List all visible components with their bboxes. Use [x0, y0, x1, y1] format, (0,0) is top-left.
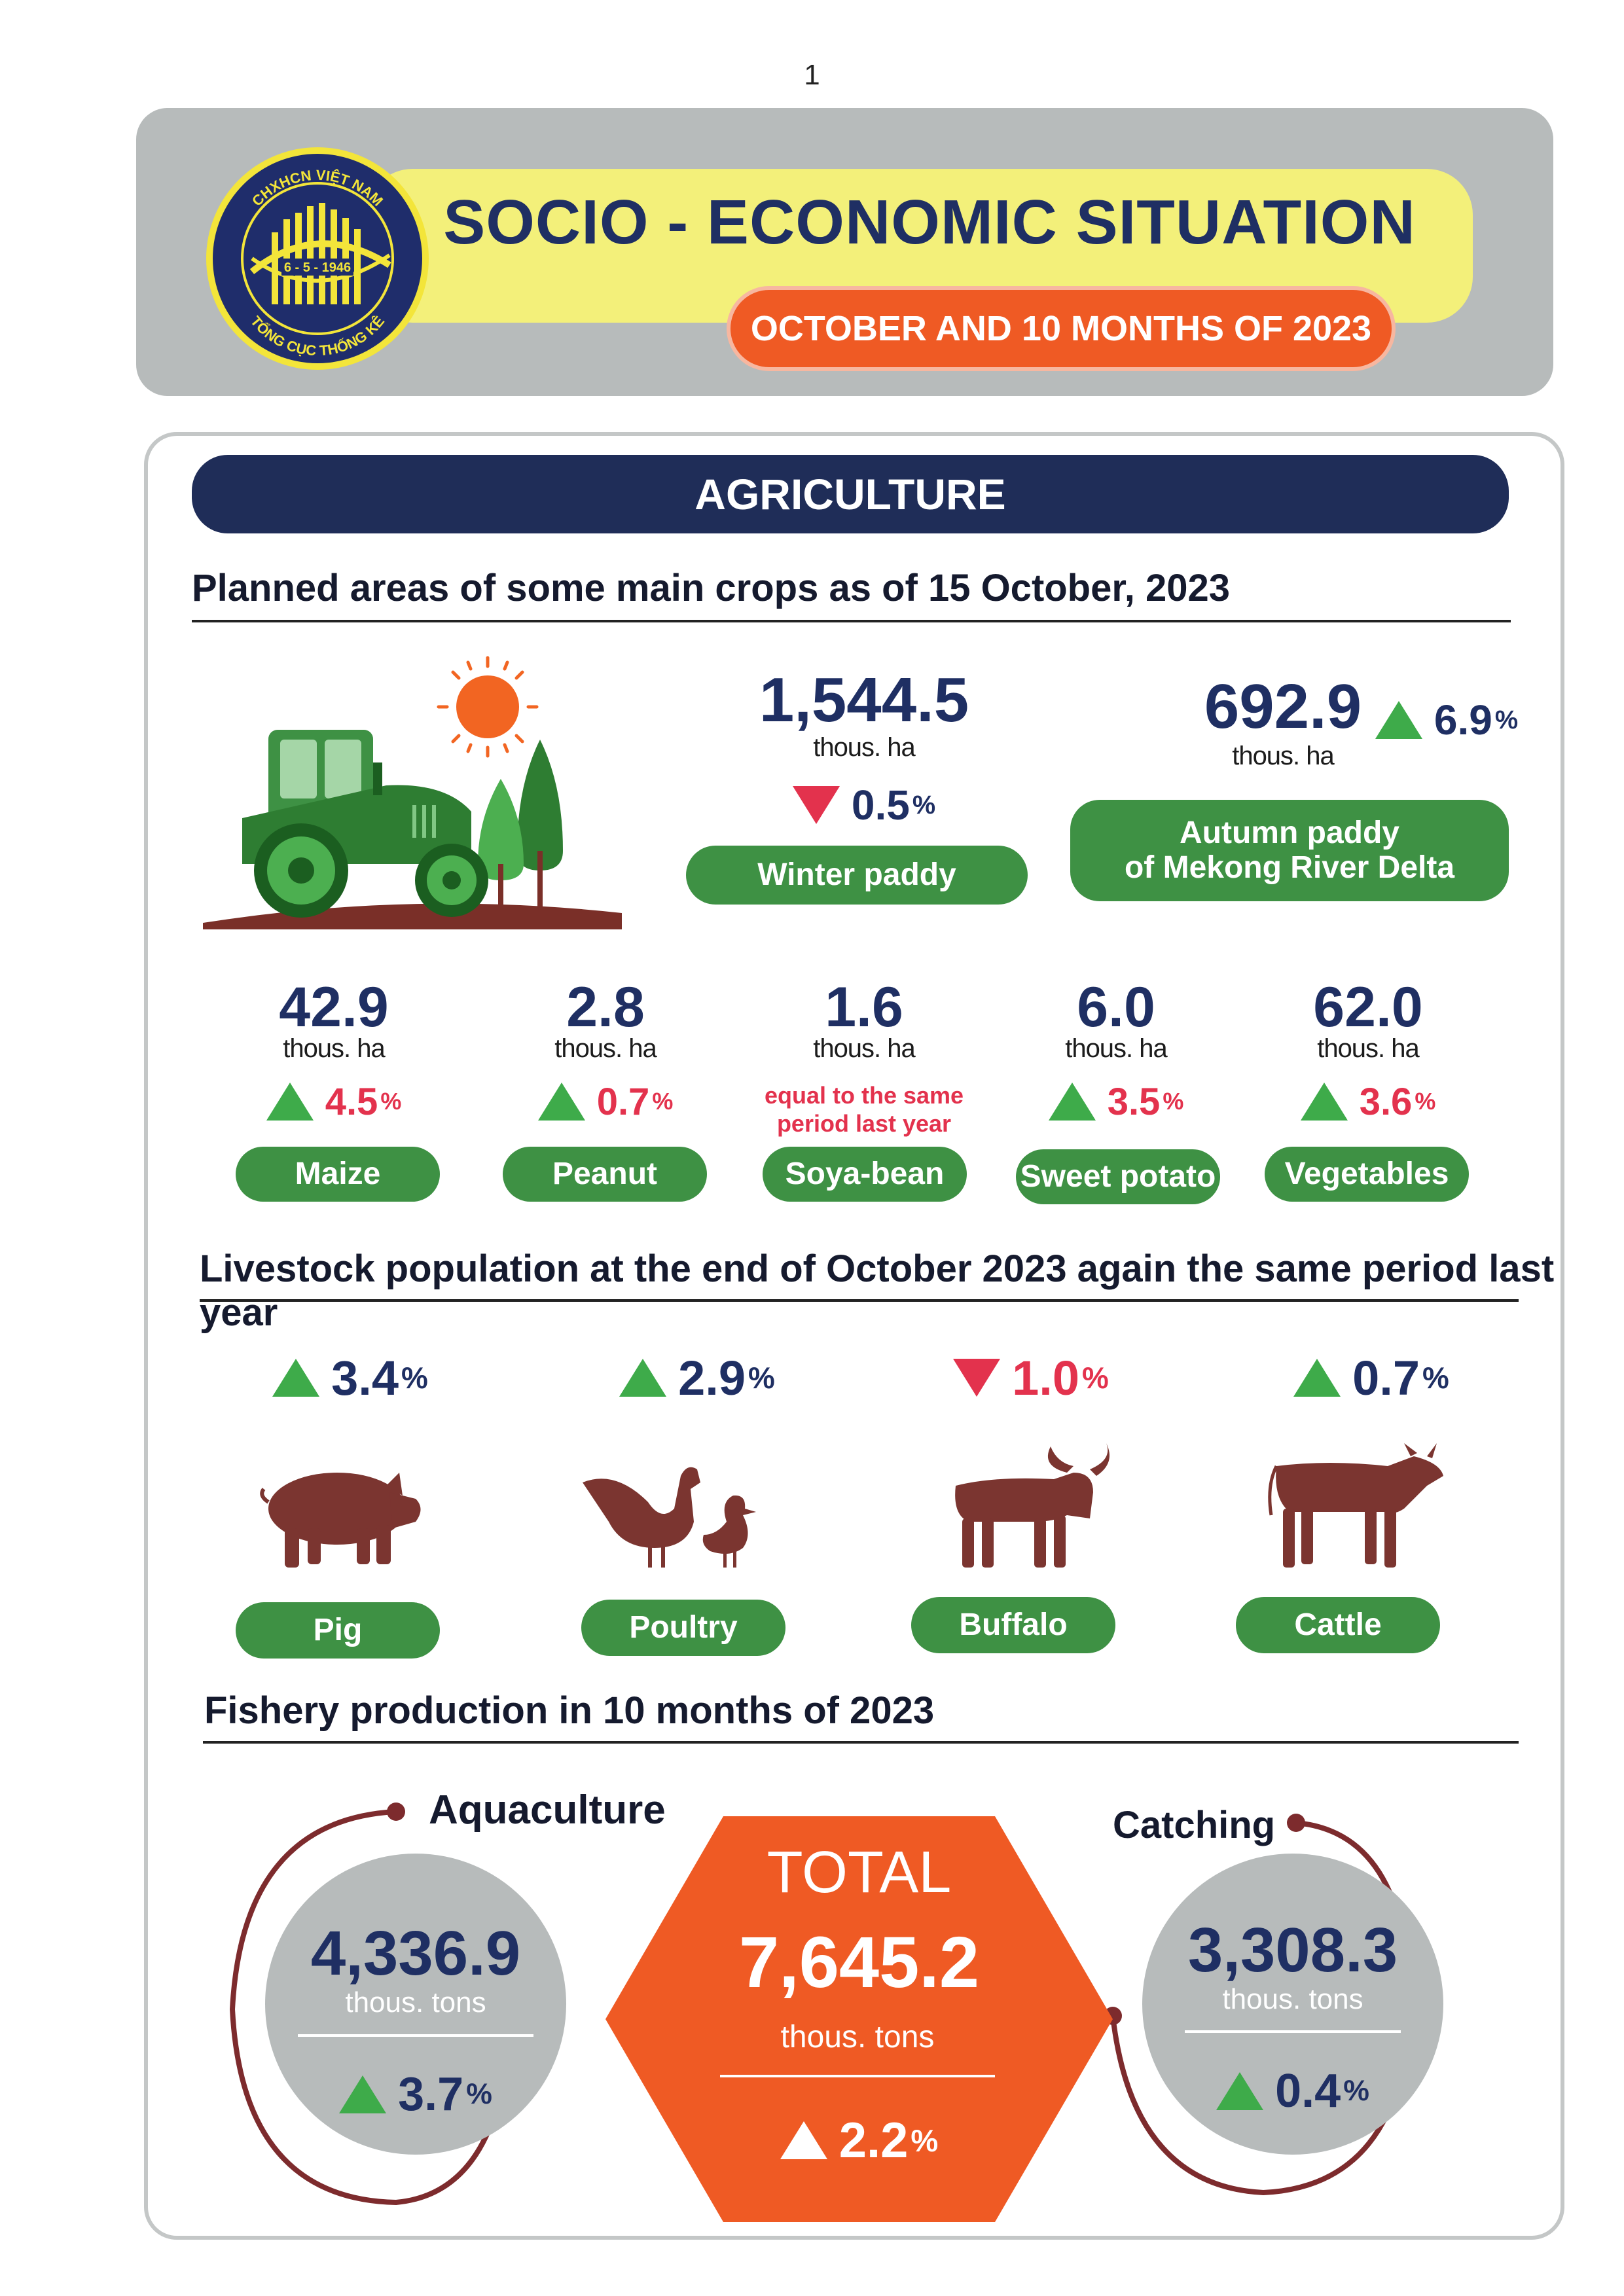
up-arrow-icon [266, 1083, 314, 1121]
up-arrow-icon [619, 1359, 667, 1397]
down-arrow-icon [953, 1359, 1001, 1397]
logo-date: 6 - 5 - 1946 [284, 260, 351, 275]
up-arrow-icon [780, 2121, 827, 2159]
fishery-title-rule [203, 1741, 1519, 1744]
vegetables-unit: thous. ha [1317, 1034, 1420, 1063]
buffalo-change: 1.0% [923, 1351, 1139, 1405]
pig-label: Pig [236, 1602, 440, 1659]
crops-title-rule [192, 620, 1511, 622]
catching-value: 3,308.3 [1187, 1915, 1398, 1985]
catching-title: Catching [1113, 1804, 1276, 1846]
maize-unit: thous. ha [283, 1034, 386, 1063]
aquaculture-change: 3.7% [265, 2068, 566, 2121]
total-hexagon [605, 1816, 1113, 2222]
aquaculture-circle [265, 1854, 566, 2155]
cattle-icon [1268, 1443, 1443, 1568]
maize-value: 42.9 [279, 976, 389, 1039]
vegetables-change: 3.6% [1267, 1079, 1470, 1124]
up-arrow-icon [1216, 2072, 1264, 2110]
peanut-value: 2.8 [566, 976, 645, 1039]
autumn-paddy-label-line1: Autumn paddy [1180, 815, 1399, 850]
winter-paddy-value: 1,544.5 [759, 665, 969, 735]
soya-bean-label: Soya-bean [763, 1147, 967, 1202]
winter-paddy-label: Winter paddy [686, 846, 1028, 905]
peanut-unit: thous. ha [554, 1034, 657, 1063]
autumn-paddy-label: Autumn paddy of Mekong River Delta [1070, 800, 1509, 901]
winter-paddy-change: 0.5% [720, 781, 1008, 829]
gso-logo: 6 - 5 - 1946 CHXHCN VIỆT NAM TỔNG CỤC TH… [206, 147, 429, 370]
crops-section-title: Planned areas of some main crops as of 1… [192, 567, 1230, 609]
buffalo-label: Buffalo [911, 1597, 1115, 1653]
cattle-change: 0.7% [1263, 1351, 1479, 1405]
sweet-potato-unit: thous. ha [1065, 1034, 1168, 1063]
up-arrow-icon [1293, 1359, 1341, 1397]
catching-circle [1142, 1854, 1443, 2155]
fishery-section-title: Fishery production in 10 months of 2023 [204, 1689, 935, 1732]
soya-bean-note: equal to the same period last year [764, 1082, 964, 1138]
livestock-section-title: Livestock population at the end of Octob… [200, 1247, 1555, 1334]
page-title: SOCIO - ECONOMIC SITUATION [443, 187, 1416, 257]
maize-change: 4.5% [236, 1079, 432, 1124]
tractor-icon [242, 730, 488, 918]
up-arrow-icon [1048, 1083, 1096, 1121]
sweet-potato-label: Sweet potato [1016, 1149, 1220, 1204]
catching-change: 0.4% [1142, 2065, 1443, 2117]
winter-paddy-unit: thous. ha [813, 733, 916, 762]
autumn-paddy-value: 692.9 [1204, 672, 1362, 742]
aquaculture-title: Aquaculture [429, 1787, 666, 1833]
soya-bean-value: 1.6 [825, 976, 903, 1039]
autumn-paddy-change: 6.9% [1368, 696, 1525, 744]
autumn-paddy-unit: thous. ha [1232, 742, 1335, 770]
content-frame [144, 432, 1564, 2240]
total-divider [720, 2075, 995, 2077]
vegetables-value: 62.0 [1313, 976, 1423, 1039]
up-arrow-icon [537, 1083, 585, 1121]
sweet-potato-change: 3.5% [1015, 1079, 1218, 1124]
page-number: 1 [804, 59, 820, 91]
total-change: 2.2% [605, 2111, 1113, 2170]
aquaculture-divider [298, 2034, 533, 2037]
total-unit: thous. tons [780, 2020, 935, 2054]
up-arrow-icon [339, 2075, 387, 2113]
vegetables-label: Vegetables [1265, 1147, 1469, 1202]
sweet-potato-value: 6.0 [1077, 976, 1155, 1039]
maize-label: Maize [236, 1147, 440, 1202]
section-header-agriculture: AGRICULTURE [192, 455, 1509, 533]
tree-icon [478, 740, 563, 910]
livestock-title-rule [200, 1299, 1519, 1302]
aquaculture-value: 4,336.9 [310, 1918, 521, 1988]
pig-icon [260, 1473, 421, 1568]
peanut-label: Peanut [503, 1147, 707, 1202]
aquaculture-unit: thous. tons [345, 1986, 486, 2018]
up-arrow-icon [272, 1359, 320, 1397]
soya-bean-unit: thous. ha [813, 1034, 916, 1063]
peanut-change: 0.7% [504, 1079, 707, 1124]
down-arrow-icon [792, 786, 840, 824]
up-arrow-icon [1300, 1083, 1348, 1121]
pig-change: 3.4% [242, 1351, 458, 1405]
sun-icon [437, 656, 539, 758]
poultry-icon [583, 1467, 756, 1568]
cattle-label: Cattle [1236, 1597, 1440, 1653]
poultry-change: 2.9% [589, 1351, 805, 1405]
catching-unit: thous. tons [1222, 1983, 1363, 2015]
total-title: TOTAL [767, 1840, 952, 1905]
total-value: 7,645.2 [738, 1922, 979, 2003]
period-subtitle: OCTOBER AND 10 MONTHS OF 2023 [727, 286, 1396, 371]
autumn-paddy-label-line2: of Mekong River Delta [1124, 850, 1455, 885]
poultry-label: Poultry [581, 1600, 785, 1656]
up-arrow-icon [1375, 701, 1422, 739]
buffalo-icon [955, 1443, 1110, 1568]
tractor-illustration [203, 656, 622, 929]
catching-divider [1185, 2030, 1401, 2033]
